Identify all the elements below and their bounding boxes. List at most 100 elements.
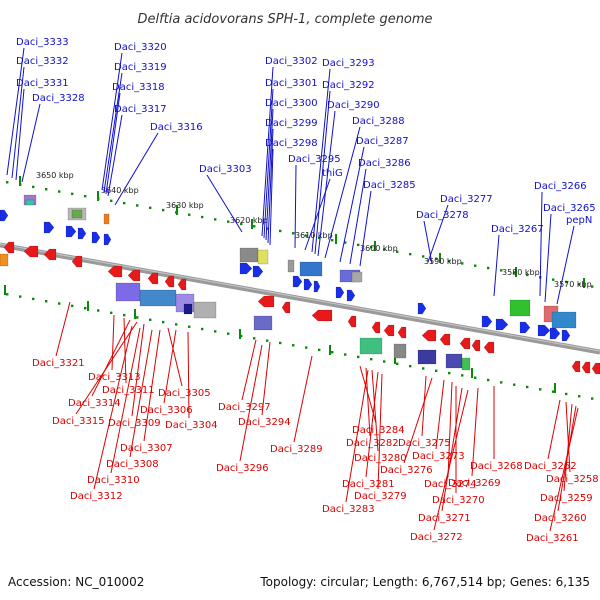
leader-line (261, 341, 271, 416)
gene-label-top: Daci_3287 (356, 136, 409, 147)
feature-box (287, 259, 295, 273)
gene-label-bottom: Daci_3262 (524, 461, 577, 472)
gene-label-top: Daci_3265 (543, 203, 596, 214)
feature-box (359, 337, 383, 355)
label-leader-lines (6, 47, 579, 532)
reverse-gene-arrow (483, 341, 495, 354)
gene-label-top: Daci_3290 (327, 100, 380, 111)
forward-gene-arrow (91, 231, 101, 244)
forward-gene-arrow (561, 329, 571, 342)
leader-line (421, 375, 427, 437)
track-dot (461, 262, 464, 265)
reverse-gene-arrow (347, 315, 357, 328)
forward-gene-arrow (239, 262, 253, 275)
feature-box (551, 311, 577, 329)
leader-line (123, 317, 127, 384)
track-dot (84, 306, 87, 310)
track-dot (201, 215, 204, 219)
gene-label-bottom: Daci_3260 (534, 513, 587, 524)
reverse-gene-arrow (107, 265, 123, 278)
kbp-tick-label: 3570 kbp (554, 280, 592, 289)
gene-label-top: Daci_3300 (265, 98, 318, 109)
gene-label-bottom: Daci_3261 (526, 533, 579, 544)
gene-label-bottom: Daci_3310 (87, 475, 140, 486)
gene-label-top: Daci_3333 (16, 37, 69, 48)
leader-line (239, 344, 263, 462)
gene-label-bottom: Daci_3280 (354, 453, 407, 464)
track-dot (396, 362, 399, 366)
leader-line (93, 325, 133, 490)
track-dot (552, 278, 555, 281)
gene-label-bottom: Daci_3273 (412, 451, 465, 462)
reverse-gene-arrow (281, 301, 291, 314)
leader-line (324, 126, 361, 259)
leader-line (103, 72, 123, 193)
gene-label-top: Daci_3332 (16, 56, 69, 67)
gene-label-bottom: Daci_3312 (70, 491, 123, 502)
gene-label-bottom: Daci_3268 (470, 461, 523, 472)
gene-label-top: Daci_3293 (322, 58, 375, 69)
feature-box (103, 213, 110, 225)
reverse-gene-arrow (397, 326, 407, 339)
genome-backbone (0, 242, 600, 355)
track-dot (435, 257, 438, 260)
leader-line (311, 68, 331, 253)
leader-line (544, 213, 552, 303)
gene-label-top: Daci_3298 (265, 138, 318, 149)
gene-label-top: Daci_3318 (112, 82, 165, 93)
leader-line (6, 47, 25, 176)
track-dot (110, 311, 113, 315)
gene-label-bottom: Daci_3279 (354, 491, 407, 502)
gene-label-top: Daci_3303 (199, 164, 252, 175)
gene-label-top: Daci_3299 (265, 118, 318, 129)
track-dot (266, 339, 269, 342)
gene-label-bottom: Daci_3282 (346, 438, 399, 449)
reverse-gene-arrow (147, 272, 159, 285)
track-dot (97, 309, 100, 312)
track-dot (409, 252, 412, 256)
track-dot (253, 225, 256, 228)
gene-label-top: Daci_3267 (491, 224, 544, 235)
leader-line (403, 377, 433, 464)
gene-labels: Daci_3333 Daci_3332 Daci_3331 Daci_3328 Daci… (16, 37, 599, 544)
leader-line (423, 220, 433, 265)
track-dot (331, 239, 334, 242)
reverse-gene-arrow (371, 321, 381, 334)
track-dot (58, 190, 61, 193)
gene-label-top: Daci_3295 (288, 154, 341, 165)
track-dot (370, 245, 373, 249)
leader-line (433, 389, 469, 531)
track-dot (240, 222, 243, 226)
track-dot (513, 271, 516, 274)
gene-features (0, 194, 600, 375)
track-dot (214, 330, 217, 333)
gene-label-bottom: Daci_3275 (398, 438, 451, 449)
gene-label-bottom: Daci_3281 (342, 479, 395, 490)
gene-label-bottom: Daci_3270 (432, 495, 485, 506)
feature-box (509, 299, 531, 317)
gene-label-top: Daci_3320 (114, 42, 167, 53)
track-dot (422, 367, 425, 370)
track-dot (71, 304, 74, 308)
leader-line (359, 190, 372, 267)
leader-line (107, 114, 123, 197)
reverse-gene-arrow (127, 269, 141, 282)
track-dot (422, 255, 425, 258)
feature-box (139, 289, 177, 307)
feature-box (257, 249, 269, 265)
gene-label-top: Daci_3285 (363, 180, 416, 191)
track-dot (240, 334, 243, 338)
leader-line (435, 379, 445, 450)
track-dot (383, 248, 386, 251)
feature-box (183, 303, 193, 315)
gene-label-bottom: Daci_3304 (165, 420, 218, 431)
leader-line (75, 321, 138, 415)
track-dot (318, 236, 321, 240)
leader-line (317, 110, 336, 257)
leader-line (339, 146, 365, 263)
gene-label-bottom: Daci_3314 (68, 398, 121, 409)
forward-gene-arrow (292, 275, 303, 288)
gene-label-bottom: Daci_3305 (158, 388, 211, 399)
kbp-tick-label: 3580 kbp (502, 268, 540, 277)
gene-label-top: Daci_3278 (416, 210, 469, 221)
